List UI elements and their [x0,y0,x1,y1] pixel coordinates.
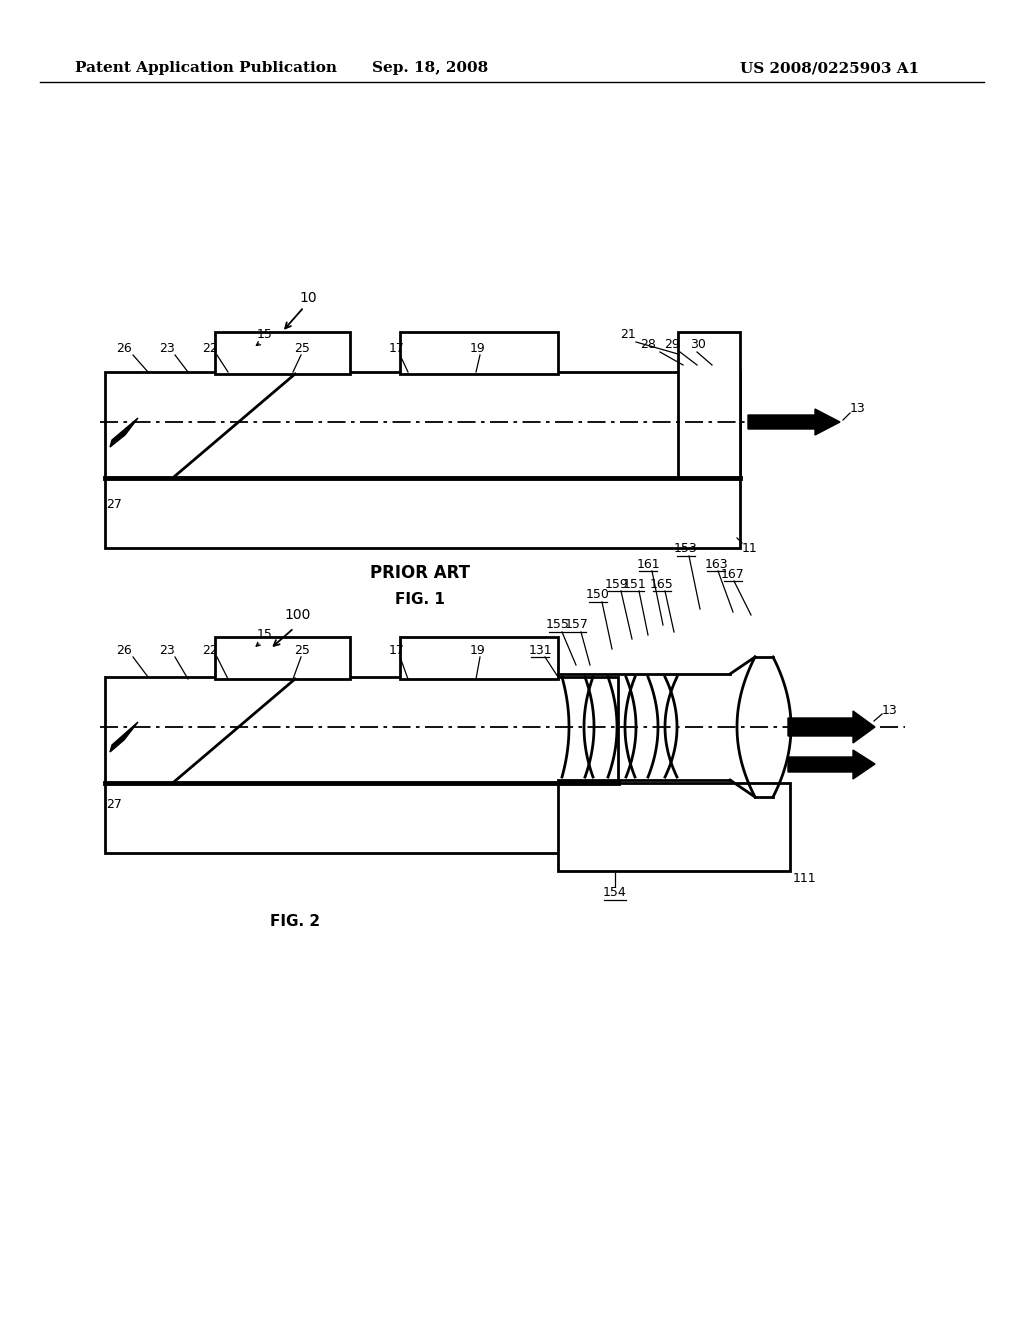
Text: PRIOR ART: PRIOR ART [370,564,470,582]
Text: 23: 23 [159,644,175,656]
Text: 30: 30 [690,338,706,351]
Text: 27: 27 [106,799,122,812]
Polygon shape [678,333,740,478]
Text: 163: 163 [705,557,728,570]
Polygon shape [400,638,558,678]
Polygon shape [105,478,740,548]
Text: Patent Application Publication: Patent Application Publication [75,61,337,75]
Polygon shape [400,333,558,374]
Text: 11: 11 [742,541,758,554]
Polygon shape [215,638,350,678]
Text: FIG. 1: FIG. 1 [395,593,445,607]
Text: 100: 100 [285,609,311,622]
Text: Sep. 18, 2008: Sep. 18, 2008 [372,61,488,75]
Polygon shape [788,750,874,779]
Text: 22: 22 [202,644,218,656]
Text: 25: 25 [294,342,310,355]
Text: 167: 167 [721,568,744,581]
Polygon shape [788,711,874,743]
Text: 21: 21 [621,329,636,342]
Text: 131: 131 [528,644,552,656]
Text: 151: 151 [624,578,647,590]
Text: 17: 17 [389,342,404,355]
Polygon shape [558,783,790,871]
Text: FIG. 2: FIG. 2 [270,913,321,928]
Text: 111: 111 [793,873,816,886]
Text: 13: 13 [850,401,865,414]
Text: 157: 157 [565,619,589,631]
Polygon shape [105,783,618,853]
Text: 161: 161 [636,557,659,570]
Text: 26: 26 [116,644,132,656]
Text: 26: 26 [116,342,132,355]
Text: 22: 22 [202,342,218,355]
Text: 15: 15 [257,628,273,642]
Text: 23: 23 [159,342,175,355]
Text: 13: 13 [882,704,898,717]
Polygon shape [110,722,138,752]
Text: 154: 154 [603,887,627,899]
Text: 10: 10 [299,290,316,305]
Polygon shape [110,418,138,447]
Text: 153: 153 [674,543,698,556]
Text: 27: 27 [106,499,122,511]
Text: 17: 17 [389,644,404,656]
Text: 159: 159 [605,578,629,590]
Text: 28: 28 [640,338,656,351]
Text: 155: 155 [546,619,570,631]
Text: 29: 29 [665,338,680,351]
Polygon shape [105,372,740,478]
Polygon shape [105,677,618,783]
Text: 150: 150 [586,589,610,602]
Text: 19: 19 [470,644,485,656]
Polygon shape [215,333,350,374]
Text: 19: 19 [470,342,485,355]
Text: 165: 165 [650,578,674,590]
Text: 15: 15 [257,329,273,342]
Text: 25: 25 [294,644,310,656]
Polygon shape [748,409,840,436]
Text: US 2008/0225903 A1: US 2008/0225903 A1 [740,61,920,75]
